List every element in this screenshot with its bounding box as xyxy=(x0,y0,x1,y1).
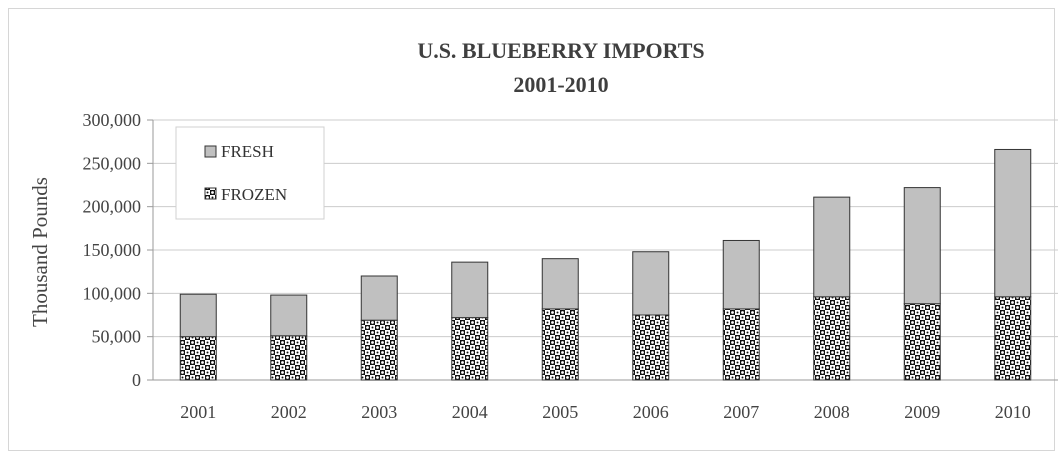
y-tick-label: 100,000 xyxy=(83,283,142,303)
bar-frozen-2004 xyxy=(451,317,489,381)
bar-group xyxy=(179,148,1032,381)
y-tick-label: 250,000 xyxy=(83,153,142,173)
x-tick-label: 2002 xyxy=(271,402,307,422)
x-tick-label: 2004 xyxy=(452,402,488,422)
bar-frozen-2007 xyxy=(722,308,760,381)
y-tick-label: 150,000 xyxy=(83,240,142,260)
x-tick-label: 2010 xyxy=(995,402,1031,422)
y-tick-label: 300,000 xyxy=(83,110,142,130)
bar-fresh-2005 xyxy=(541,258,579,310)
bar-frozen-2005 xyxy=(541,308,579,381)
legend-swatch-frozen xyxy=(204,187,217,200)
x-tick-label: 2009 xyxy=(904,402,940,422)
bar-fresh-2002 xyxy=(270,294,308,337)
bar-fresh-2010 xyxy=(994,148,1032,298)
bar-fresh-2008 xyxy=(813,196,851,298)
bar-frozen-2006 xyxy=(632,314,670,381)
legend-label-fresh: FRESH xyxy=(221,142,274,161)
bar-frozen-2003 xyxy=(360,319,398,381)
y-axis-label: Thousand Pounds xyxy=(28,177,52,327)
bar-fresh-2003 xyxy=(360,275,398,321)
bar-fresh-2001 xyxy=(179,293,217,338)
x-tick-label: 2003 xyxy=(361,402,397,422)
bar-frozen-2008 xyxy=(813,296,851,381)
legend-label-frozen: FROZEN xyxy=(221,185,287,204)
bar-frozen-2001 xyxy=(179,336,217,381)
chart-title: U.S. BLUEBERRY IMPORTS xyxy=(417,38,704,63)
legend-box xyxy=(175,126,325,220)
x-tick-label: 2005 xyxy=(542,402,578,422)
bar-fresh-2007 xyxy=(722,239,760,310)
bar-fresh-2004 xyxy=(451,261,489,319)
legend: FRESH FROZEN xyxy=(175,126,325,220)
bar-frozen-2010 xyxy=(994,296,1032,381)
bar-fresh-2009 xyxy=(903,187,941,305)
legend-swatch-fresh xyxy=(204,145,217,158)
bar-frozen-2002 xyxy=(270,335,308,381)
y-tick-label: 50,000 xyxy=(92,327,142,347)
x-tick-label: 2001 xyxy=(180,402,216,422)
bar-frozen-2009 xyxy=(903,303,941,381)
y-tick-label: 0 xyxy=(132,370,141,390)
chart-subtitle: 2001-2010 xyxy=(513,72,608,97)
y-axis-ticks: 0 50,000 100,000 150,000 200,000 250,000 300,0… xyxy=(83,110,142,390)
x-tick-label: 2006 xyxy=(633,402,669,422)
x-axis-ticks: 2001 2002 2003 2004 2005 2006 2007 2008 2009 2010 xyxy=(180,402,1031,422)
bar-fresh-2006 xyxy=(632,251,670,316)
y-tick-label: 200,000 xyxy=(83,197,142,217)
x-tick-label: 2007 xyxy=(723,402,759,422)
x-tick-label: 2008 xyxy=(814,402,850,422)
